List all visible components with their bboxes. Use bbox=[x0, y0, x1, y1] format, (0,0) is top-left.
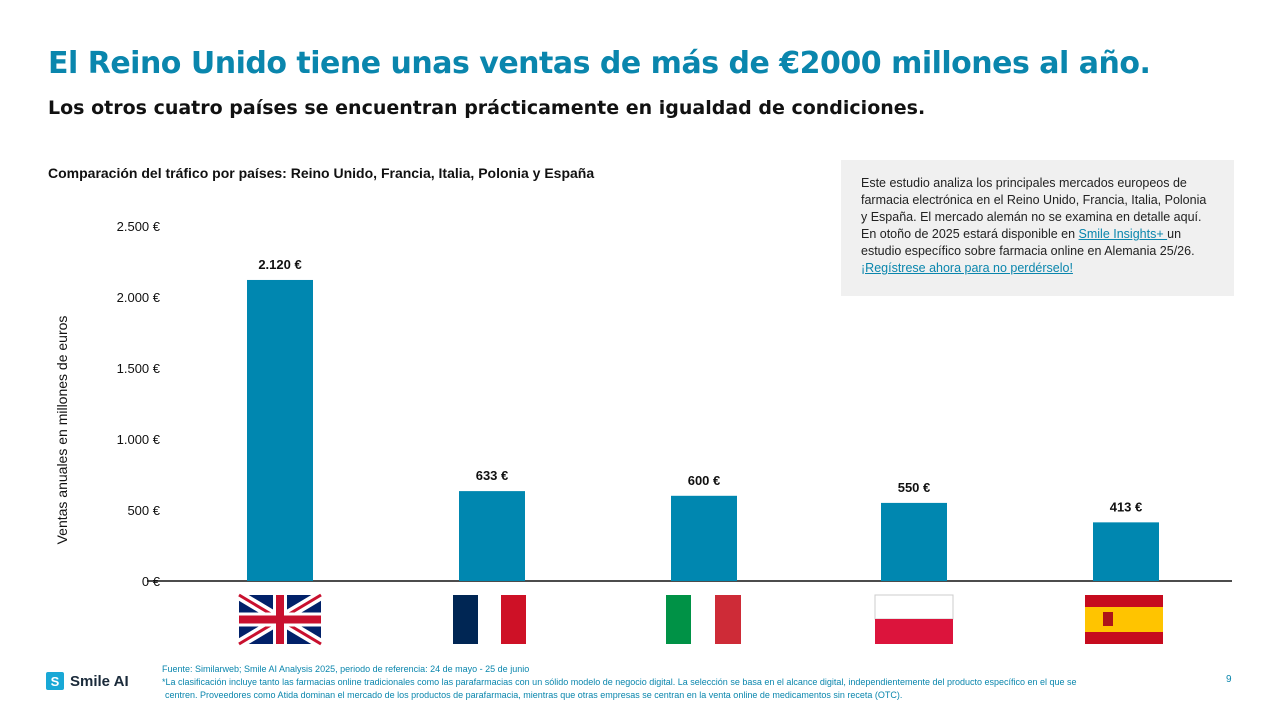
y-tick-label: 1.500 € bbox=[117, 361, 161, 376]
footnote-line-2: centren. Proveedores como Atida dominan … bbox=[165, 690, 903, 700]
smile-insights-link[interactable]: Smile Insights+ bbox=[1078, 227, 1168, 241]
page-number: 9 bbox=[1226, 674, 1232, 685]
info-box: Este estudio analiza los principales mer… bbox=[841, 160, 1234, 296]
smile-ai-logo-icon: S bbox=[46, 672, 64, 690]
y-axis-label: Ventas anuales en millones de euros bbox=[54, 316, 70, 545]
bar-france bbox=[459, 491, 525, 581]
logo-text: Smile AI bbox=[70, 672, 129, 690]
bar-poland bbox=[881, 502, 947, 581]
y-tick-label: 2.000 € bbox=[117, 290, 161, 305]
footnote-line-1: *La clasificación incluye tanto las farm… bbox=[162, 677, 1077, 687]
y-tick-label: 500 € bbox=[127, 503, 160, 518]
source-note: Fuente: Similarweb; Smile AI Analysis 20… bbox=[162, 664, 530, 674]
flag-spain-icon bbox=[1085, 595, 1163, 644]
data-label: 600 € bbox=[688, 473, 721, 488]
bar-spain bbox=[1093, 522, 1159, 581]
page-subtitle: Los otros cuatro países se encuentran pr… bbox=[48, 97, 926, 119]
chart-title: Comparación del tráfico por países: Rein… bbox=[48, 165, 595, 181]
flag-france-icon bbox=[453, 595, 526, 644]
y-tick-label: 1.000 € bbox=[117, 432, 161, 447]
bar-uk bbox=[247, 279, 313, 581]
logo: S Smile AI bbox=[46, 672, 129, 690]
info-text-2: un estudio específico sobre farmacia onl… bbox=[861, 227, 1195, 258]
data-label: 633 € bbox=[476, 468, 509, 483]
page-title: El Reino Unido tiene unas ventas de más … bbox=[48, 46, 1151, 81]
bar-italy bbox=[671, 495, 737, 581]
info-text-1: Este estudio analiza los principales mer… bbox=[861, 176, 1207, 241]
data-label: 550 € bbox=[898, 480, 931, 495]
data-label: 413 € bbox=[1110, 499, 1143, 514]
register-link[interactable]: ¡Regístrese ahora para no perdérselo! bbox=[861, 261, 1073, 275]
y-tick-label: 2.500 € bbox=[117, 219, 161, 234]
flag-uk-icon bbox=[236, 590, 324, 649]
bar-chart: 0 €500 €1.000 €1.500 €2.000 €2.500 €Vent… bbox=[54, 219, 1232, 649]
flag-poland-icon bbox=[874, 594, 954, 644]
data-label: 2.120 € bbox=[258, 257, 301, 272]
flag-italy-icon bbox=[666, 595, 741, 644]
